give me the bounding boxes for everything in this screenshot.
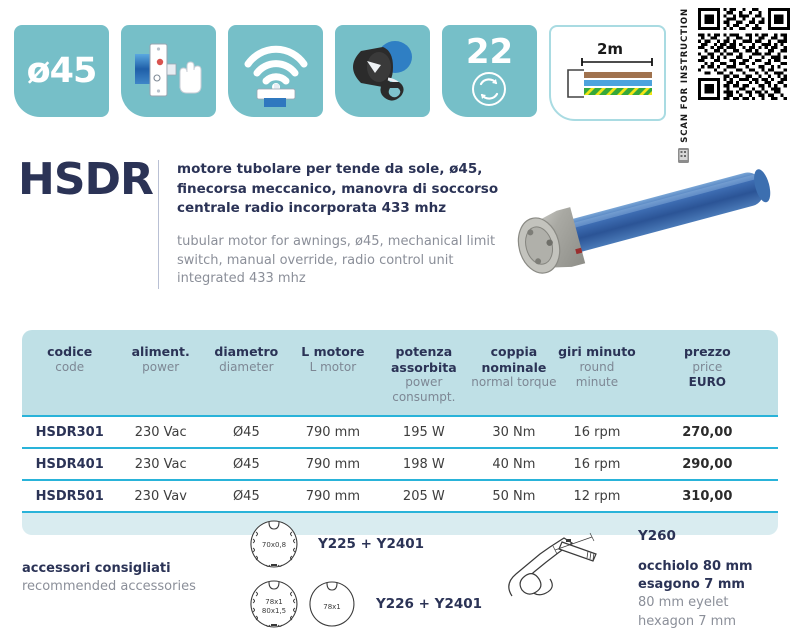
cell-length: 790 mm xyxy=(305,488,361,504)
feature-badge-strip: ø45 xyxy=(14,25,666,121)
qr-caption: SCAN FOR INSTRUCTION xyxy=(680,8,690,143)
cell-price: 310,00 xyxy=(682,488,733,504)
accessory-item-y225: 70x0,8 Y225 + Y2401 xyxy=(248,518,424,570)
accessory-code-y226: Y226 + Y2401 xyxy=(376,596,483,612)
table-row: HSDR301 230 Vac Ø45 790 mm 195 W 30 Nm 1… xyxy=(22,415,778,448)
rotation-arrows-icon xyxy=(472,71,507,106)
eyelet-italian-line2: esagono 7 mm xyxy=(638,577,745,593)
phone-scan-icon xyxy=(678,147,689,163)
cell-consumption: 205 W xyxy=(402,488,445,504)
qr-code-icon xyxy=(698,8,790,100)
cell-consumption: 198 W xyxy=(402,456,445,472)
eyelet-text-block: Y260 occhiolo 80 mm esagono 7 mm 80 mm e… xyxy=(638,528,753,631)
tube-size-label: 78x1 xyxy=(323,603,341,611)
cell-diameter: Ø45 xyxy=(232,456,260,472)
tube-profile-plain-icon: 78x1 xyxy=(309,581,355,627)
mechanical-limit-switch-hand-icon xyxy=(134,43,201,97)
accessory-code-y225: Y225 + Y2401 xyxy=(318,536,425,552)
cell-price: 270,00 xyxy=(682,424,733,440)
cell-rpm: 16 rpm xyxy=(573,456,621,472)
tube-profile-notched-icon: 70x0,8 xyxy=(250,520,298,568)
table-row: HSDR401 230 Vac Ø45 790 mm 198 W 40 Nm 1… xyxy=(22,447,778,480)
cell-torque: 40 Nm xyxy=(492,456,536,472)
badge-rotations: 22 xyxy=(442,25,537,117)
table-header-cell-price: prezzo price EURO xyxy=(683,344,731,389)
eyelet-crank-icon xyxy=(508,532,597,597)
description-italian: motore tubolare per tende da sole, ø45, … xyxy=(177,161,499,217)
table-header-row: codice code aliment. power diametro diam… xyxy=(22,330,778,416)
table-header-cell-code: codice code xyxy=(47,344,93,374)
qr-block: SCAN FOR INSTRUCTION xyxy=(672,8,790,165)
page-title: HSDR xyxy=(18,154,154,205)
tube-size-label-2: 80x1,5 xyxy=(262,607,286,615)
table-footer-strip xyxy=(22,511,778,536)
cell-length: 790 mm xyxy=(305,456,361,472)
table-header-cell-length: L motore L motor xyxy=(301,344,365,374)
qr-side: SCAN FOR INSTRUCTION xyxy=(672,8,698,165)
tube-size-label: 70x0,8 xyxy=(262,541,286,549)
cell-rpm: 16 rpm xyxy=(573,424,621,440)
table-header-cell-power: aliment. power xyxy=(131,344,190,374)
badge-cable: 2m xyxy=(549,25,666,121)
badge-limit-switch xyxy=(121,25,216,117)
manual-override-crank-icon xyxy=(352,41,412,101)
table-header-cell-diameter: diametro diameter xyxy=(214,344,279,374)
table-row: HSDR501 230 Vav Ø45 790 mm 205 W 50 Nm 1… xyxy=(22,479,778,512)
badge-radio xyxy=(228,25,323,117)
tube-profile-notched-icon: 78x1 80x1,5 xyxy=(250,580,298,628)
eyelet-italian-line1: occhiolo 80 mm xyxy=(638,559,753,574)
cell-rpm: 12 rpm xyxy=(573,488,621,504)
description-column: motore tubolare per tende da sole, ø45, … xyxy=(158,160,507,290)
cell-torque: 50 Nm xyxy=(492,488,536,504)
tubular-motor-photo xyxy=(517,169,771,274)
table-header-cell-rpm: giri minuto round minute xyxy=(558,344,636,389)
table-header-cell-torque: coppia nominale normal torque xyxy=(471,344,557,390)
badge-rotations-label: 22 xyxy=(465,31,514,72)
eyelet-english-line1: 80 mm eyelet xyxy=(638,595,729,611)
cell-power: 230 Vac xyxy=(134,424,187,440)
accessory-item-y260: Y260 occhiolo 80 mm esagono 7 mm 80 mm e… xyxy=(500,520,753,631)
eyelet-english-line2: hexagon 7 mm xyxy=(638,613,736,629)
cell-code: HSDR401 xyxy=(35,456,104,472)
tube-size-label-1: 78x1 xyxy=(265,598,283,606)
cell-code: HSDR301 xyxy=(35,424,104,440)
cell-power: 230 Vac xyxy=(134,456,187,472)
table-header-cell-consumption: potenza assorbita power consumpt. xyxy=(390,344,457,405)
badge-diameter-label: ø45 xyxy=(26,50,98,91)
cell-diameter: Ø45 xyxy=(232,488,260,504)
cable-length-label: 2m xyxy=(596,40,622,58)
spec-table: codice code aliment. power diametro diam… xyxy=(22,330,778,536)
accessories-label-english: recommended accessories xyxy=(22,579,196,595)
accessory-item-y226: 78x1 80x1,5 78x1 Y226 + Y2401 xyxy=(248,578,482,630)
cell-price: 290,00 xyxy=(682,456,733,472)
cable-2m-icon: 2m xyxy=(566,40,653,98)
cell-power: 230 Vav xyxy=(134,488,187,504)
cell-length: 790 mm xyxy=(305,424,361,440)
accessories-label-italian: accessori consigliati xyxy=(22,561,171,576)
cell-code: HSDR501 xyxy=(35,488,104,504)
badge-diameter: ø45 xyxy=(14,25,109,117)
cell-diameter: Ø45 xyxy=(232,424,260,440)
cell-torque: 30 Nm xyxy=(492,424,536,440)
cell-consumption: 195 W xyxy=(402,424,445,440)
accessory-code-y260: Y260 xyxy=(638,528,676,544)
accessories-label: accessori consigliati recommended access… xyxy=(22,560,222,596)
badge-manual-override xyxy=(335,25,430,117)
title-block: HSDR motore tubolare per tende da sole, … xyxy=(18,154,507,290)
radio-signal-icon xyxy=(244,45,307,107)
description-english: tubular motor for awnings, ø45, mechanic… xyxy=(177,233,496,287)
